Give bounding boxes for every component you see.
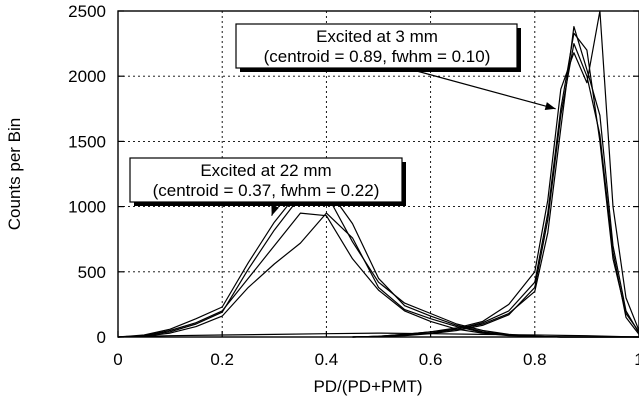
annotation-frame <box>129 157 403 203</box>
annotation-text: Excited at 3 mm <box>316 27 438 46</box>
y-tick-label: 1000 <box>68 198 106 217</box>
series-3mm-4 <box>352 10 639 338</box>
x-tick-label: 0.4 <box>315 350 339 369</box>
tick-layer: 0 500 1000 1500 2000 2500 0 0.2 0.4 0.6 0.8 1 <box>68 2 639 369</box>
series-layer <box>117 10 639 338</box>
series-3mm-3 <box>352 42 639 338</box>
x-tick-label: 0.8 <box>523 350 547 369</box>
y-tick-label: 500 <box>78 263 106 282</box>
annotation-text: Excited at 22 mm <box>200 161 331 180</box>
annotation-layer: Excited at 3 mm(centroid = 0.89, fwhm = … <box>129 23 556 216</box>
annotation-box: Excited at 22 mm(centroid = 0.37, fwhm =… <box>129 157 406 206</box>
annotation-box: Excited at 3 mm(centroid = 0.89, fwhm = … <box>235 23 521 72</box>
annotation-arrow <box>412 69 556 110</box>
series-22mm-2 <box>117 189 639 338</box>
arrow-head <box>271 204 280 216</box>
annotation-frame <box>235 23 518 69</box>
x-tick-label: 0.2 <box>210 350 234 369</box>
x-axis-label: PD/(PD+PMT) <box>313 377 422 396</box>
y-axis-label: Counts per Bin <box>5 118 24 230</box>
series-22mm-3 <box>117 186 639 338</box>
series-baseline <box>117 332 639 338</box>
annotation-text: (centroid = 0.37, fwhm = 0.22) <box>153 181 380 200</box>
x-tick-label: 0.6 <box>419 350 443 369</box>
x-tick-label: 1 <box>634 350 639 369</box>
y-tick-label: 2500 <box>68 2 106 21</box>
series-22mm-4 <box>117 212 639 338</box>
plot-frame <box>117 10 639 338</box>
y-tick-label: 2000 <box>68 67 106 86</box>
arrow-head <box>544 102 556 111</box>
y-tick-label: 1500 <box>68 132 106 151</box>
annotation-text: (centroid = 0.89, fwhm = 0.10) <box>264 47 491 66</box>
x-tick-label: 0 <box>113 350 122 369</box>
series-3mm-2 <box>352 32 639 338</box>
y-tick-label: 0 <box>97 328 106 347</box>
